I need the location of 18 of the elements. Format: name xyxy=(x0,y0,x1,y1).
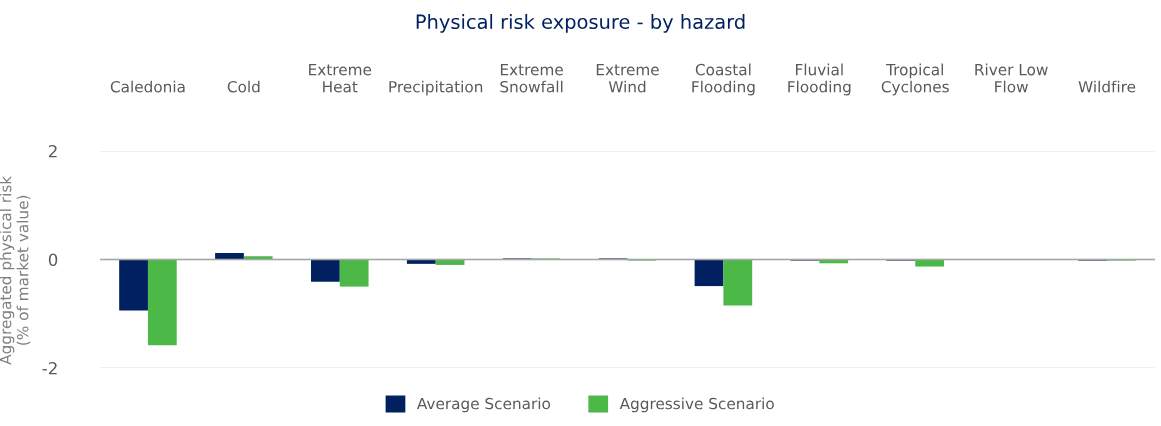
y-axis-title: Aggregated physical risk (% of market value) xyxy=(0,175,31,365)
x-tick-label: Extreme Snowfall xyxy=(500,64,563,93)
y-tick-label: -2 xyxy=(42,361,57,375)
x-tick-label: Fluvial Flooding xyxy=(788,63,851,96)
chart-title: Physical risk exposure - by hazard xyxy=(416,14,745,33)
legend-label: Aggressive Scenario xyxy=(619,397,774,413)
legend-label: Average Scenario xyxy=(416,397,551,413)
x-tick-label: Tropical Cyclones xyxy=(881,63,949,96)
x-tick-label: River Low Flow xyxy=(975,63,1048,93)
x-tick-label: Cold xyxy=(227,80,260,93)
x-tick-label: Coastal Flooding xyxy=(692,63,755,96)
y-tick-label: 0 xyxy=(48,253,58,267)
x-tick-label: Extreme Wind xyxy=(596,64,659,93)
y-tick-label: 2 xyxy=(48,144,57,158)
x-tick-label: Extreme Heat xyxy=(309,64,372,93)
x-tick-label: Wildfire xyxy=(1078,80,1136,93)
x-tick-label: Precipitation xyxy=(389,80,483,96)
x-tick-label: Caledonia xyxy=(110,80,185,93)
